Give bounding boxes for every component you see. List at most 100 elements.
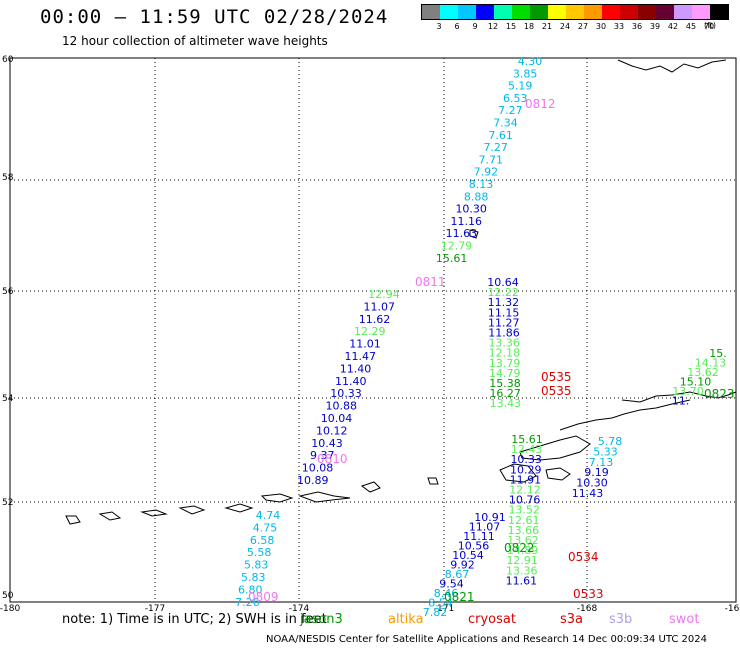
wave-height-value: 12.79	[441, 240, 473, 253]
wave-height-value: 4.74	[256, 509, 281, 522]
wave-height-value: 11.43	[572, 487, 604, 500]
page-title: 00:00 – 11:59 UTC 02/28/2024	[40, 6, 389, 28]
coastline-path	[298, 491, 351, 503]
wave-height-value: 12.94	[368, 288, 400, 301]
wave-height-value: 8.88	[464, 190, 489, 203]
wave-height-value: 9.19	[584, 466, 609, 479]
legend-item-altika: altika	[388, 612, 424, 627]
wave-height-value: 13.62	[687, 366, 719, 379]
color-swatch	[674, 5, 692, 19]
wave-height-value: 15.	[709, 347, 727, 360]
color-swatch	[566, 5, 584, 19]
wave-height-value: 10.08	[302, 462, 334, 475]
wave-height-value: 7.34	[493, 117, 518, 130]
pass-time-label: 0811	[415, 275, 446, 289]
color-scale-label: 24	[559, 22, 571, 31]
coastline-path	[621, 391, 737, 403]
coastline-path	[140, 509, 168, 517]
color-scale-label: 45	[685, 22, 697, 31]
color-scale-unit: (ft)	[704, 21, 717, 30]
longitude-label: -177	[145, 604, 165, 614]
coastline-path	[360, 481, 381, 493]
wave-height-value: 5.78	[598, 435, 623, 448]
color-scale-label: 15	[505, 22, 517, 31]
wave-height-value: 5.58	[247, 546, 272, 559]
wave-height-value: 12.43	[511, 443, 543, 456]
wave-height-value: 14.79	[489, 367, 521, 380]
color-scale-label: 18	[523, 22, 535, 31]
wave-height-value: 12.18	[489, 347, 521, 360]
wave-height-value: 7.27	[498, 104, 523, 117]
color-scale-swatches	[421, 4, 729, 20]
longitude-label: -174	[289, 604, 310, 614]
wave-height-value: 15.61	[511, 433, 543, 446]
color-scale-label: 12	[487, 22, 499, 31]
color-scale-labels: 3 6 9 12 15 18 21 24 27 30 33 36 39 42 45 70	[421, 20, 729, 32]
wave-height-value: 12.22	[487, 286, 519, 299]
wave-height-value: 13.43	[490, 397, 522, 410]
wave-height-value: 12.29	[354, 325, 386, 338]
wave-height-value: 11.32	[488, 296, 520, 309]
color-scale-label: 21	[541, 22, 553, 31]
color-scale-label: 3	[436, 22, 442, 31]
wave-height-value: 11.61	[506, 574, 538, 587]
pass-time-label: 0534	[568, 550, 599, 564]
pass-time-label: 0821	[444, 590, 475, 604]
wave-height-value: 14.89	[507, 544, 539, 557]
wave-height-value: 10.30	[576, 477, 608, 490]
wave-height-value: 15.61	[436, 252, 468, 265]
wave-height-value: 11.15	[488, 306, 520, 319]
wave-height-value: 15.10	[680, 376, 712, 389]
pass-time-label: 0535	[541, 370, 572, 384]
wave-height-value: 9.37	[310, 449, 335, 462]
wave-height-value: 10.33	[330, 387, 362, 400]
color-swatch	[584, 5, 602, 19]
color-swatch	[620, 5, 638, 19]
wave-height-value: 9.54	[439, 578, 464, 591]
pass-time-label: 0823	[704, 387, 735, 401]
wave-height-value: 11.01	[349, 338, 381, 351]
map-frame	[9, 57, 737, 603]
wave-height-value: 11.16	[451, 215, 483, 228]
color-swatch	[656, 5, 674, 19]
color-scale-label: 42	[667, 22, 679, 31]
longitude-label: -180	[0, 604, 20, 614]
legend-item-s3b: s3b	[609, 612, 633, 627]
wave-height-value: 15.38	[489, 377, 521, 390]
color-scale-label: 33	[613, 22, 625, 31]
wave-height-value: 5.33	[593, 445, 618, 458]
wave-height-value: 11.40	[335, 375, 367, 388]
wave-height-value: 13.62	[507, 534, 539, 547]
wave-height-value: 13.70	[672, 385, 704, 398]
legend-item-s3a: s3a	[560, 612, 584, 627]
wave-height-value: 8.54	[428, 597, 453, 610]
longitude-label: -168	[577, 604, 598, 614]
pass-time-label: 0812	[525, 97, 556, 111]
coastline-path	[98, 511, 122, 521]
coastline-path	[469, 229, 479, 239]
color-swatch	[602, 5, 620, 19]
color-swatch	[638, 5, 656, 19]
coastline-path	[224, 503, 254, 513]
wave-height-value: 10.64	[487, 276, 519, 289]
wave-height-value: 10.29	[510, 463, 542, 476]
footer-credit: NOAA/NESDIS Center for Satellite Applica…	[266, 634, 708, 645]
legend-item-cryosat: cryosat	[468, 612, 516, 627]
latitude-label: 58	[2, 173, 14, 183]
color-scale-label: 27	[577, 22, 589, 31]
pass-time-label: 0822	[504, 541, 535, 555]
wave-height-value: 12.12	[509, 484, 541, 497]
wave-height-value: 8.13	[469, 178, 494, 191]
wave-height-value: 14.13	[695, 357, 727, 370]
wave-height-value: 11.11	[463, 530, 495, 543]
coastline-path	[65, 515, 81, 525]
wave-height-value: 10.89	[297, 474, 329, 487]
wave-height-value: 7.71	[479, 153, 504, 166]
wave-height-value: 4.75	[253, 521, 278, 534]
wave-height-value: 10.04	[321, 412, 353, 425]
legend-item-swot: swot	[669, 612, 700, 627]
wave-height-value: 10.30	[455, 203, 487, 216]
wave-height-value: 10.91	[474, 511, 506, 524]
pass-time-label: 0535	[541, 384, 572, 398]
